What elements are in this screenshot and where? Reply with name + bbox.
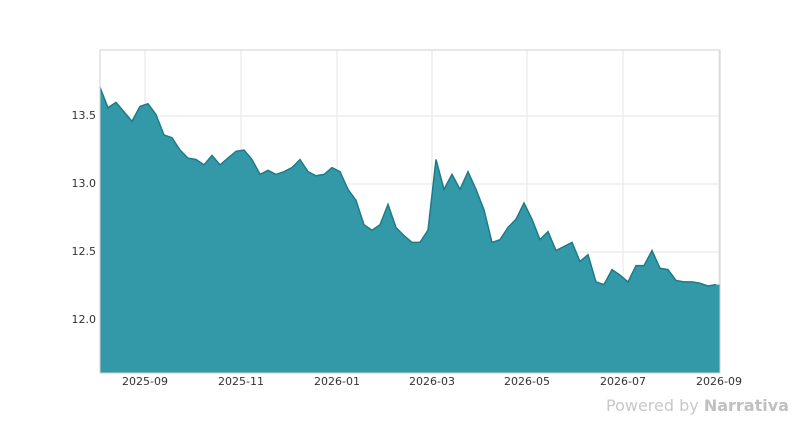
x-tick-label: 2026-07 — [600, 375, 646, 388]
x-tick-label: 2026-03 — [409, 375, 455, 388]
branding: Powered by Narrativa — [606, 396, 789, 415]
x-tick-label: 2026-01 — [314, 375, 360, 388]
y-tick-label: 13.5 — [72, 109, 97, 122]
y-tick-label: 12.0 — [72, 313, 97, 326]
x-tick-label: 2025-11 — [218, 375, 264, 388]
x-tick-label: 2026-09 — [696, 375, 742, 388]
x-tick-label: 2025-09 — [122, 375, 168, 388]
area-line — [99, 87, 717, 287]
x-tick-label: 2026-05 — [504, 375, 550, 388]
area — [100, 87, 720, 374]
y-tick-label: 12.5 — [72, 245, 97, 258]
branding-prefix: Powered by — [606, 396, 699, 415]
plot-border — [99, 49, 721, 374]
branding-name: Narrativa — [703, 396, 789, 415]
y-tick-label: 13.0 — [72, 177, 97, 190]
